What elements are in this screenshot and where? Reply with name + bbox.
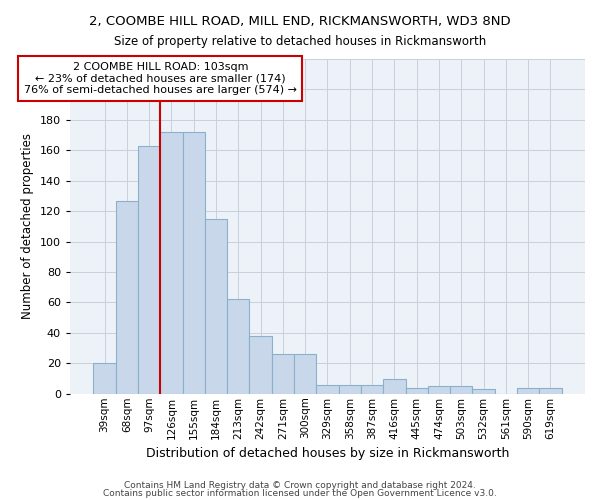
Bar	[138, 146, 160, 394]
X-axis label: Distribution of detached houses by size in Rickmansworth: Distribution of detached houses by size …	[146, 447, 509, 460]
Bar	[428, 386, 450, 394]
Bar	[361, 384, 383, 394]
Bar	[450, 386, 472, 394]
Bar	[272, 354, 294, 394]
Text: 2, COOMBE HILL ROAD, MILL END, RICKMANSWORTH, WD3 8ND: 2, COOMBE HILL ROAD, MILL END, RICKMANSW…	[89, 15, 511, 28]
Bar	[316, 384, 338, 394]
Bar	[338, 384, 361, 394]
Bar	[227, 300, 250, 394]
Bar	[539, 388, 562, 394]
Bar	[116, 200, 138, 394]
Bar	[472, 389, 495, 394]
Bar	[250, 336, 272, 394]
Bar	[517, 388, 539, 394]
Text: Contains HM Land Registry data © Crown copyright and database right 2024.: Contains HM Land Registry data © Crown c…	[124, 480, 476, 490]
Y-axis label: Number of detached properties: Number of detached properties	[21, 134, 34, 320]
Text: Size of property relative to detached houses in Rickmansworth: Size of property relative to detached ho…	[114, 35, 486, 48]
Bar	[94, 364, 116, 394]
Bar	[205, 219, 227, 394]
Text: Contains public sector information licensed under the Open Government Licence v3: Contains public sector information licen…	[103, 489, 497, 498]
Bar	[294, 354, 316, 394]
Bar	[383, 378, 406, 394]
Text: 2 COOMBE HILL ROAD: 103sqm
← 23% of detached houses are smaller (174)
76% of sem: 2 COOMBE HILL ROAD: 103sqm ← 23% of deta…	[24, 62, 297, 95]
Bar	[182, 132, 205, 394]
Bar	[406, 388, 428, 394]
Bar	[160, 132, 182, 394]
